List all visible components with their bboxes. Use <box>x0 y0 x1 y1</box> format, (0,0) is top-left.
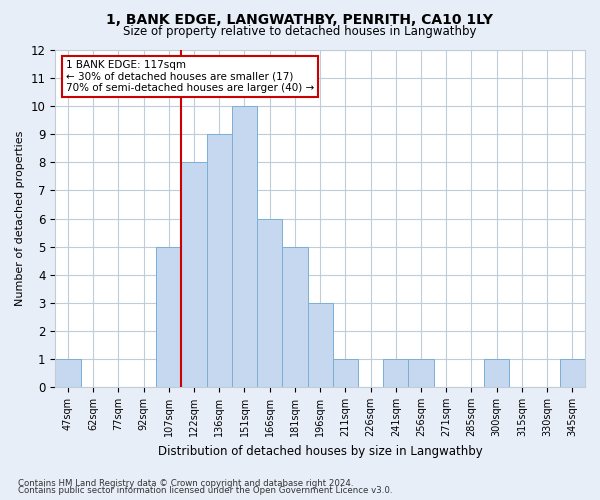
Bar <box>257 218 283 387</box>
Bar <box>383 359 409 387</box>
Text: 1, BANK EDGE, LANGWATHBY, PENRITH, CA10 1LY: 1, BANK EDGE, LANGWATHBY, PENRITH, CA10 … <box>107 12 493 26</box>
Bar <box>181 162 206 387</box>
Bar <box>409 359 434 387</box>
Bar <box>156 246 181 387</box>
Y-axis label: Number of detached properties: Number of detached properties <box>15 131 25 306</box>
Text: Size of property relative to detached houses in Langwathby: Size of property relative to detached ho… <box>123 25 477 38</box>
Bar <box>283 246 308 387</box>
Bar <box>55 359 80 387</box>
Bar <box>484 359 509 387</box>
X-axis label: Distribution of detached houses by size in Langwathby: Distribution of detached houses by size … <box>158 444 482 458</box>
Text: 1 BANK EDGE: 117sqm
← 30% of detached houses are smaller (17)
70% of semi-detach: 1 BANK EDGE: 117sqm ← 30% of detached ho… <box>66 60 314 94</box>
Bar <box>560 359 585 387</box>
Text: Contains HM Land Registry data © Crown copyright and database right 2024.: Contains HM Land Registry data © Crown c… <box>18 478 353 488</box>
Bar <box>333 359 358 387</box>
Bar <box>308 303 333 387</box>
Bar <box>206 134 232 387</box>
Bar <box>232 106 257 387</box>
Text: Contains public sector information licensed under the Open Government Licence v3: Contains public sector information licen… <box>18 486 392 495</box>
